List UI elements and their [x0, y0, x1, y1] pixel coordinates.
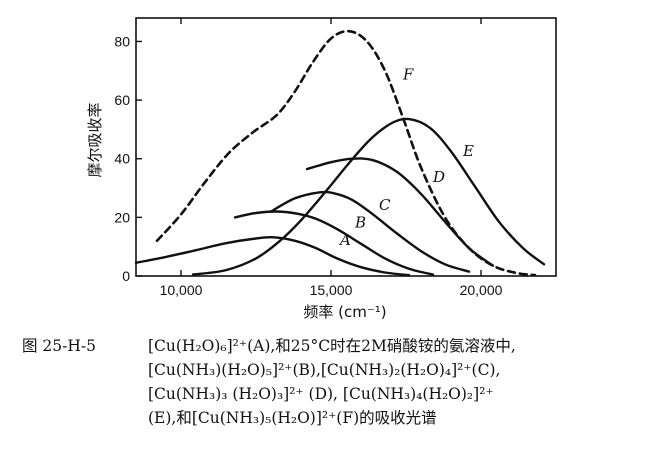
plot-border [135, 17, 557, 277]
curve-b [233, 210, 435, 276]
y-tick-label: 60 [114, 92, 130, 108]
y-tick-label: 20 [114, 209, 130, 225]
y-tick-label: 80 [114, 33, 130, 49]
curve-labels: ABC DE F [338, 66, 474, 250]
figure-caption: 图 25-H-5 [Cu(H₂O)₆]²⁺(A),和25°C时在2M硝酸铵的氨溶… [22, 334, 662, 430]
curve-a [134, 235, 411, 277]
y-axis-label: 摩尔吸收率 [86, 102, 104, 177]
caption-row-3: [Cu(NH₃)₃ (H₂O)₃]²⁺ (D), [Cu(NH₃)₄(H₂O)₂… [22, 382, 662, 406]
x-tick-label: 20,000 [460, 282, 503, 298]
x-axis-ticks: 10,000 15,000 20,000 [160, 18, 503, 298]
curve-d [305, 157, 495, 267]
curve-label-b: B [354, 214, 366, 232]
y-tick-label: 40 [114, 151, 130, 167]
caption-line-3: [Cu(NH₃)₃ (H₂O)₃]²⁺ (D), [Cu(NH₃)₄(H₂O)₂… [148, 385, 494, 403]
caption-row-4: (E),和[Cu(NH₃)₅(H₂O)]²⁺(F)的吸收光谱 [22, 406, 662, 430]
curve-c [269, 190, 471, 273]
caption-figure-number: 图 25-H-5 [22, 337, 97, 355]
plot-frame [135, 17, 557, 277]
absorption-spectrum-chart: 10,000 15,000 20,000 0 20 40 60 80 ABC DE F 摩尔吸收… [86, 17, 557, 321]
curve-label-e: E [462, 142, 474, 160]
x-tick-label: 10,000 [160, 282, 203, 298]
curve-f [155, 29, 537, 277]
y-tick-label: 0 [122, 268, 130, 284]
caption-row-1: 图 25-H-5 [Cu(H₂O)₆]²⁺(A),和25°C时在2M硝酸铵的氨溶… [22, 334, 662, 358]
x-axis-label: 频率 (cm⁻¹) [303, 303, 386, 321]
caption-line-1: [Cu(H₂O)₆]²⁺(A),和25°C时在2M硝酸铵的氨溶液中, [148, 337, 516, 355]
caption-line-2: [Cu(NH₃)(H₂O)₅]²⁺(B),[Cu(NH₃)₂(H₂O)₄]²⁺(… [148, 361, 501, 379]
x-tick-label: 15,000 [310, 282, 353, 298]
caption-row-2: [Cu(NH₃)(H₂O)₅]²⁺(B),[Cu(NH₃)₂(H₂O)₄]²⁺(… [22, 358, 662, 382]
caption-line-4: (E),和[Cu(NH₃)₅(H₂O)]²⁺(F)的吸收光谱 [148, 409, 437, 427]
curve-label-a: A [338, 231, 351, 249]
curves [134, 29, 546, 277]
curve-label-c: C [379, 196, 391, 214]
curve-e [191, 117, 546, 276]
y-axis-ticks: 0 20 40 60 80 [114, 33, 142, 284]
curve-label-f: F [402, 66, 414, 84]
curve-label-d: D [432, 168, 445, 186]
